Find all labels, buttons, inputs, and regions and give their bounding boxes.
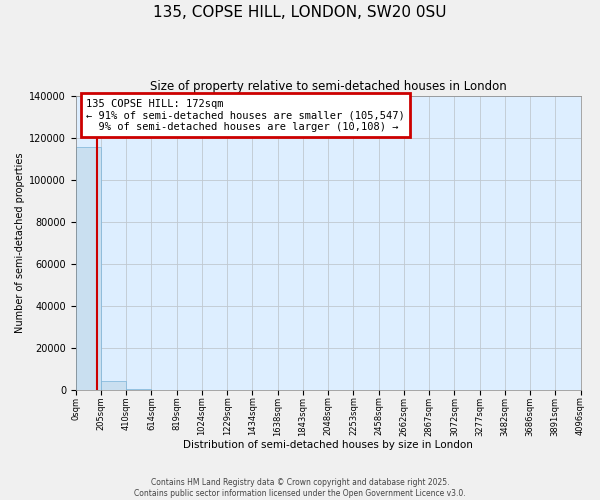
Text: 135, COPSE HILL, LONDON, SW20 0SU: 135, COPSE HILL, LONDON, SW20 0SU bbox=[153, 5, 447, 20]
X-axis label: Distribution of semi-detached houses by size in London: Distribution of semi-detached houses by … bbox=[183, 440, 473, 450]
Text: 135 COPSE HILL: 172sqm
← 91% of semi-detached houses are smaller (105,547)
  9% : 135 COPSE HILL: 172sqm ← 91% of semi-det… bbox=[86, 98, 404, 132]
Text: Contains HM Land Registry data © Crown copyright and database right 2025.
Contai: Contains HM Land Registry data © Crown c… bbox=[134, 478, 466, 498]
Title: Size of property relative to semi-detached houses in London: Size of property relative to semi-detach… bbox=[150, 80, 506, 93]
Y-axis label: Number of semi-detached properties: Number of semi-detached properties bbox=[15, 152, 25, 333]
Bar bbox=[76, 147, 101, 390]
Bar bbox=[101, 380, 126, 390]
Bar bbox=[126, 389, 151, 390]
